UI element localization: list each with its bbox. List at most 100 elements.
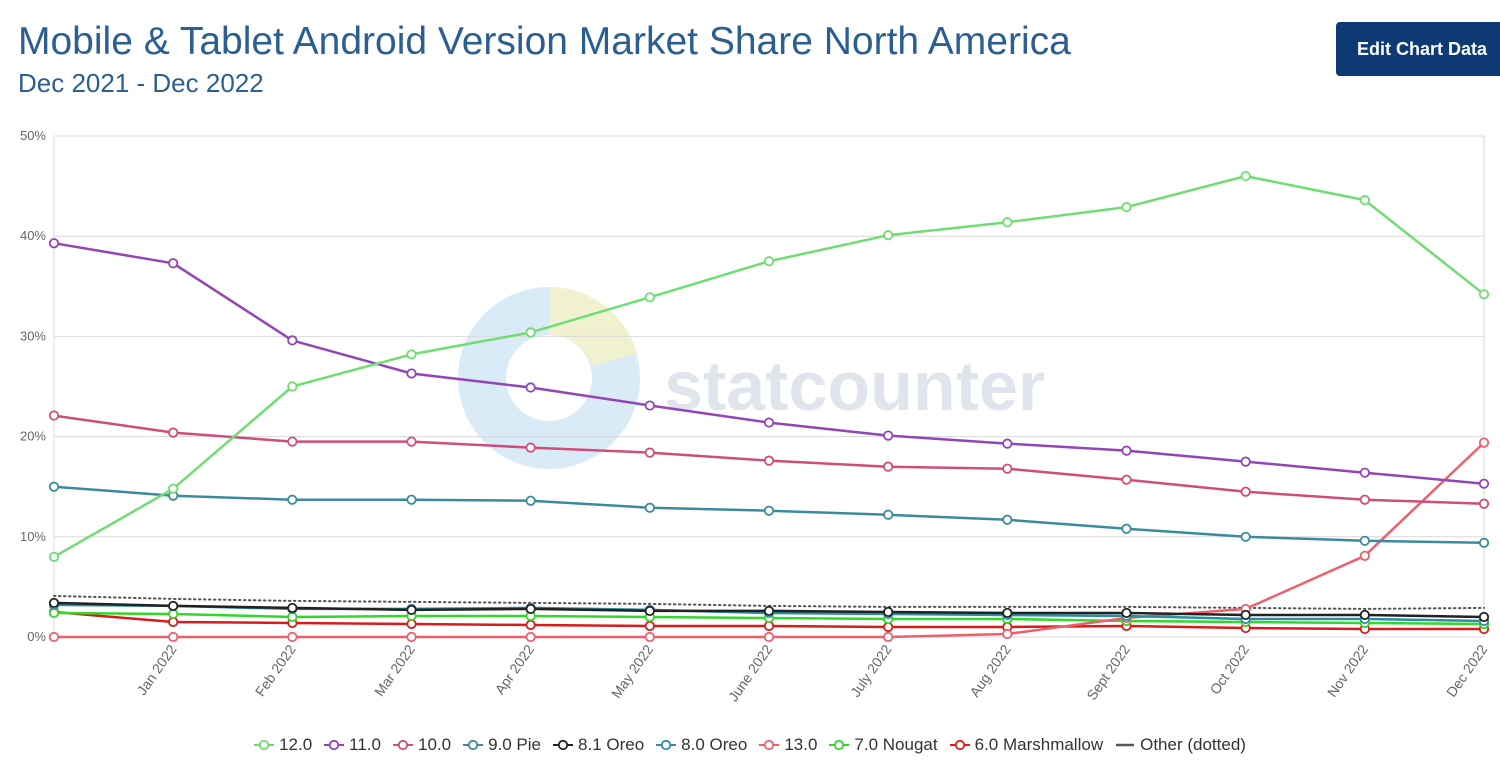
- data-point[interactable]: [1359, 535, 1370, 546]
- data-point[interactable]: [1240, 486, 1251, 497]
- data-point[interactable]: [1121, 445, 1132, 456]
- legend-item[interactable]: 10.0: [392, 735, 451, 755]
- data-point[interactable]: [525, 382, 536, 393]
- data-point[interactable]: [644, 605, 655, 617]
- data-point[interactable]: [406, 436, 417, 447]
- data-point[interactable]: [1359, 195, 1370, 206]
- data-point[interactable]: [644, 447, 655, 458]
- data-point[interactable]: [1359, 550, 1370, 561]
- data-point[interactable]: [287, 602, 298, 614]
- data-point[interactable]: [48, 481, 60, 492]
- data-point[interactable]: [525, 442, 536, 453]
- data-point[interactable]: [1002, 628, 1013, 640]
- data-point[interactable]: [763, 631, 775, 643]
- data-point[interactable]: [287, 381, 298, 392]
- data-point[interactable]: [1121, 523, 1132, 534]
- data-point[interactable]: [525, 603, 536, 615]
- data-point[interactable]: [883, 509, 894, 520]
- data-point[interactable]: [763, 505, 775, 516]
- data-point[interactable]: [168, 258, 179, 269]
- watermark-logo-accent: [548, 286, 638, 368]
- data-point[interactable]: [48, 597, 60, 609]
- legend-item[interactable]: 9.0 Pie: [463, 735, 541, 755]
- data-point[interactable]: [287, 494, 298, 505]
- data-point[interactable]: [883, 631, 894, 643]
- data-point[interactable]: [1359, 494, 1370, 505]
- data-point[interactable]: [287, 631, 298, 643]
- data-point[interactable]: [1478, 611, 1490, 623]
- legend-item[interactable]: 13.0: [759, 735, 817, 755]
- data-point[interactable]: [48, 631, 60, 643]
- data-point[interactable]: [525, 327, 536, 338]
- circle-marker-icon: [254, 739, 275, 751]
- data-point[interactable]: [883, 606, 894, 618]
- data-point[interactable]: [1478, 498, 1490, 509]
- y-axis-ticks: 0% 10% 20% 30% 40% 50%: [20, 128, 46, 644]
- legend-item[interactable]: 8.0 Oreo: [656, 735, 747, 755]
- data-point[interactable]: [168, 427, 179, 438]
- data-point[interactable]: [644, 400, 655, 411]
- data-point[interactable]: [525, 495, 536, 506]
- data-point[interactable]: [1240, 531, 1251, 542]
- data-point[interactable]: [406, 494, 417, 505]
- data-point[interactable]: [1478, 289, 1490, 300]
- edit-chart-data-button[interactable]: Edit Chart Data: [1336, 22, 1500, 76]
- legend-item[interactable]: Other (dotted): [1115, 735, 1246, 755]
- data-point[interactable]: [1359, 609, 1370, 621]
- data-point[interactable]: [168, 600, 179, 612]
- x-axis-ticks: Jan 2022 Feb 2022 Mar 2022 Apr 2022 May 2022…: [133, 641, 1490, 704]
- x-tick-label: Mar 2022: [371, 641, 418, 699]
- data-point[interactable]: [1478, 478, 1490, 489]
- data-point[interactable]: [1121, 607, 1132, 619]
- legend-item[interactable]: 6.0 Marshmallow: [949, 735, 1104, 755]
- data-point[interactable]: [168, 631, 179, 643]
- data-point[interactable]: [644, 502, 655, 513]
- data-point[interactable]: [1121, 202, 1132, 213]
- data-point[interactable]: [406, 368, 417, 379]
- data-point[interactable]: [1002, 463, 1013, 474]
- legend-item[interactable]: 11.0: [324, 735, 381, 755]
- data-point[interactable]: [763, 417, 775, 428]
- legend-item[interactable]: 12.0: [254, 735, 312, 755]
- data-point[interactable]: [1478, 437, 1490, 448]
- data-point[interactable]: [1240, 609, 1251, 621]
- data-point[interactable]: [1002, 438, 1013, 449]
- data-point[interactable]: [763, 256, 775, 267]
- x-tick-label: Apr 2022: [491, 641, 537, 697]
- data-point[interactable]: [1240, 170, 1251, 182]
- data-point[interactable]: [287, 436, 298, 447]
- legend-item[interactable]: 7.0 Nougat: [829, 735, 938, 755]
- data-point[interactable]: [525, 619, 536, 631]
- data-point[interactable]: [1121, 474, 1132, 485]
- data-point[interactable]: [1002, 217, 1013, 228]
- data-point[interactable]: [406, 349, 417, 360]
- data-point[interactable]: [883, 230, 894, 241]
- data-point[interactable]: [883, 461, 894, 472]
- data-point[interactable]: [763, 605, 775, 617]
- circle-marker-icon: [656, 739, 677, 751]
- data-point[interactable]: [48, 410, 60, 421]
- data-point[interactable]: [48, 551, 60, 562]
- data-point[interactable]: [525, 631, 536, 643]
- data-point[interactable]: [763, 455, 775, 466]
- legend-label: 6.0 Marshmallow: [974, 735, 1104, 754]
- legend-label: 7.0 Nougat: [854, 735, 938, 754]
- data-point[interactable]: [406, 604, 417, 616]
- data-point[interactable]: [644, 620, 655, 632]
- data-point[interactable]: [406, 631, 417, 643]
- data-point[interactable]: [48, 238, 60, 249]
- data-point[interactable]: [1359, 467, 1370, 478]
- data-point[interactable]: [168, 483, 179, 494]
- data-point[interactable]: [644, 292, 655, 303]
- data-point[interactable]: [287, 335, 298, 346]
- data-point[interactable]: [1002, 607, 1013, 619]
- data-point[interactable]: [1240, 456, 1251, 467]
- circle-marker-icon: [463, 739, 484, 751]
- data-point[interactable]: [1002, 514, 1013, 525]
- legend-item[interactable]: 8.1 Oreo: [553, 735, 644, 755]
- data-point[interactable]: [1478, 537, 1490, 548]
- data-point[interactable]: [883, 430, 894, 441]
- x-tick-label: Nov 2022: [1324, 641, 1372, 699]
- watermark-text: statcounter: [664, 347, 1045, 425]
- data-point[interactable]: [644, 631, 655, 643]
